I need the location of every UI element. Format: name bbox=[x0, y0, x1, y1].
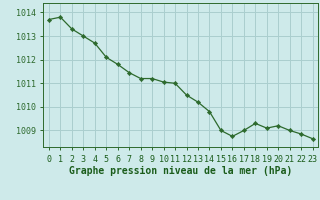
X-axis label: Graphe pression niveau de la mer (hPa): Graphe pression niveau de la mer (hPa) bbox=[69, 166, 292, 176]
